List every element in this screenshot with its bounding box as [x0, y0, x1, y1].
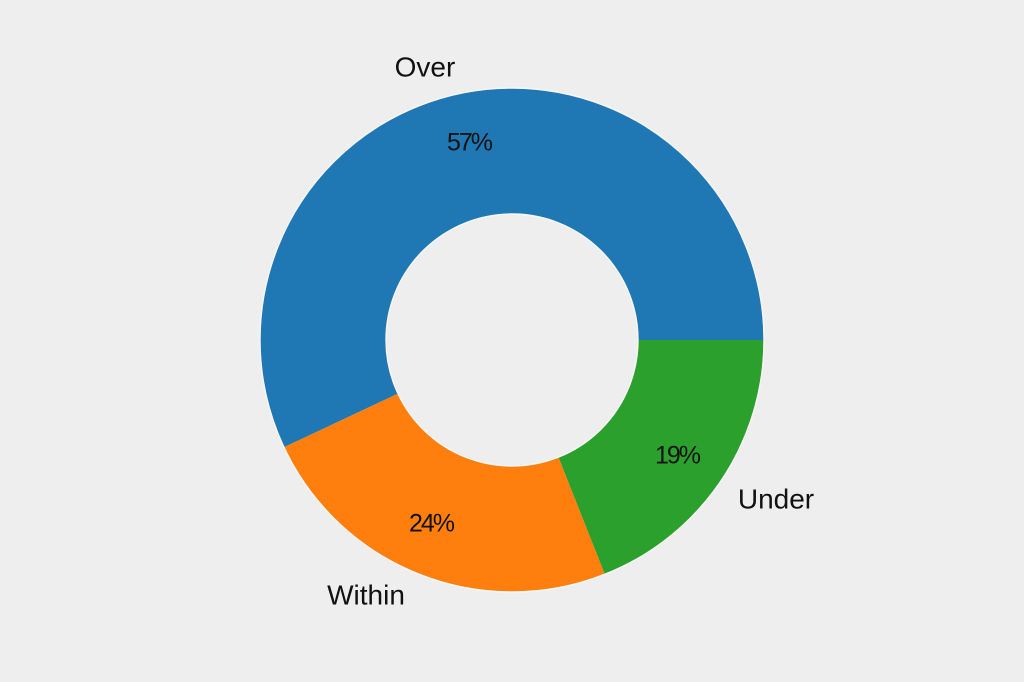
svg-text:19%: 19%	[655, 442, 701, 470]
svg-text:Within: Within	[327, 579, 405, 610]
svg-text:Over: Over	[395, 51, 456, 82]
svg-text:24%: 24%	[409, 510, 455, 538]
svg-text:57%: 57%	[447, 129, 493, 157]
svg-text:Under: Under	[738, 483, 814, 514]
